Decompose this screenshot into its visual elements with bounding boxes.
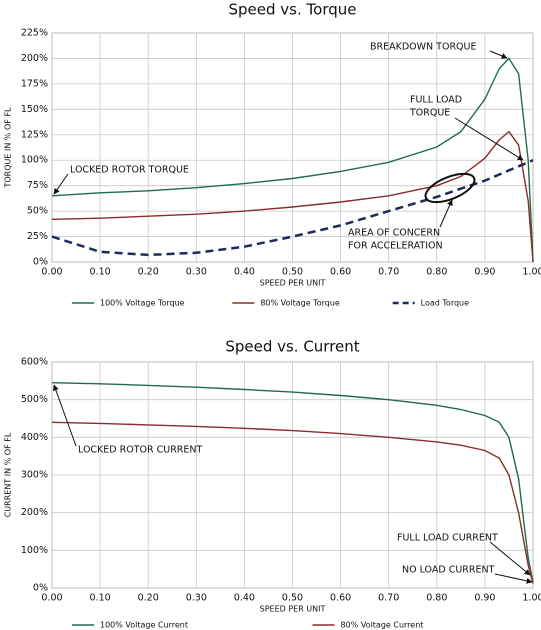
annotation: BREAKDOWN TORQUE — [370, 42, 476, 53]
annotation: NO LOAD CURRENT — [402, 565, 495, 576]
annotation: AREA OF CONCERN — [348, 228, 440, 239]
x-tick-label: 0.50 — [282, 267, 303, 278]
data-line — [51, 130, 534, 263]
x-tick-label: 0.90 — [474, 593, 495, 604]
data-line — [51, 421, 534, 584]
y-tick-label: 100% — [21, 545, 48, 556]
chart-title: Speed vs. Torque — [229, 1, 357, 19]
x-tick-label: 0.30 — [186, 267, 207, 278]
annotation: LOCKED ROTOR TORQUE — [70, 165, 189, 176]
annotation: TORQUE — [409, 108, 450, 119]
y-tick-label: 150% — [21, 104, 48, 115]
annotation: FULL LOAD — [410, 95, 462, 106]
y-tick-label: 25% — [27, 231, 48, 242]
x-tick-label: 0.20 — [138, 267, 159, 278]
y-tick-label: 225% — [21, 28, 48, 39]
y-axis-label: CURRENT IN % OF FL — [4, 432, 13, 517]
chart-title: Speed vs. Current — [225, 338, 359, 356]
x-tick-label: 0.50 — [282, 593, 303, 604]
x-tick-label: 0.00 — [41, 593, 62, 604]
x-tick-label: 0.40 — [234, 593, 255, 604]
annotation-arrow — [53, 384, 77, 447]
x-tick-label: 0.10 — [90, 593, 111, 604]
y-tick-label: 200% — [21, 53, 48, 64]
legend-label: Load Torque — [421, 299, 469, 308]
x-tick-label: 0.40 — [234, 267, 255, 278]
annotation: FOR ACCELERATION — [348, 241, 443, 252]
annotation-arrow — [454, 117, 524, 161]
y-tick-label: 600% — [21, 357, 48, 368]
x-tick-label: 0.90 — [474, 267, 495, 278]
x-tick-label: 0.80 — [426, 267, 447, 278]
annotation-arrow — [494, 573, 533, 584]
data-line — [51, 159, 534, 257]
legend-label: 80% Voltage Current — [341, 621, 424, 630]
x-tick-label: 0.20 — [138, 593, 159, 604]
x-axis-label: SPEED PER UNIT — [260, 279, 326, 288]
y-tick-label: 75% — [27, 180, 48, 191]
annotation-arrow — [489, 541, 531, 576]
highlight-ellipse — [424, 172, 476, 204]
y-tick-label: 100% — [21, 155, 48, 166]
legend-label: 100% Voltage Torque — [100, 299, 185, 308]
y-tick-label: 50% — [27, 206, 48, 217]
y-tick-label: 125% — [21, 129, 48, 140]
x-tick-label: 0.70 — [378, 267, 399, 278]
y-tick-label: 200% — [21, 507, 48, 518]
x-tick-label: 1.00 — [522, 593, 541, 604]
y-tick-label: 0% — [33, 583, 48, 594]
annotation-arrow — [53, 173, 69, 195]
x-tick-label: 1.00 — [522, 267, 541, 278]
x-tick-label: 0.80 — [426, 593, 447, 604]
y-tick-label: 0% — [33, 257, 48, 268]
legend-label: 100% Voltage Current — [100, 621, 188, 630]
annotation: FULL LOAD CURRENT — [397, 533, 498, 544]
legend-label: 80% Voltage Torque — [260, 299, 340, 308]
y-tick-label: 400% — [21, 432, 48, 443]
annotation-arrow — [489, 50, 508, 59]
x-tick-label: 0.30 — [186, 593, 207, 604]
x-tick-label: 0.70 — [378, 593, 399, 604]
y-tick-label: 175% — [21, 78, 48, 89]
data-line — [51, 57, 534, 263]
y-tick-label: 500% — [21, 394, 48, 405]
x-tick-label: 0.60 — [330, 267, 351, 278]
x-tick-label: 0.00 — [41, 267, 62, 278]
data-line — [51, 382, 534, 583]
x-tick-label: 0.60 — [330, 593, 351, 604]
annotation: LOCKED ROTOR CURRENT — [78, 445, 203, 456]
y-axis-label: TORQUE IN % OF FL — [4, 107, 13, 189]
x-axis-label: SPEED PER UNIT — [260, 605, 326, 614]
x-tick-label: 0.10 — [90, 267, 111, 278]
annotation-arrow — [439, 199, 453, 228]
y-tick-label: 300% — [21, 470, 48, 481]
